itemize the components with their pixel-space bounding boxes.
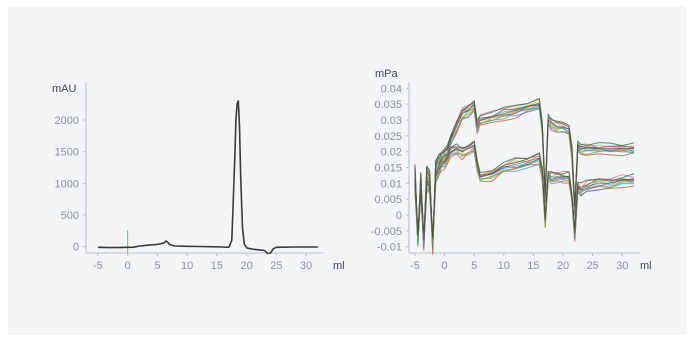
- y-tick-label: 0.04: [381, 83, 402, 95]
- y-tick-label: 0.015: [374, 163, 402, 175]
- viscosity-run-line: [414, 103, 635, 251]
- viscosity-run-line: [414, 104, 635, 247]
- y-tick-label: 0.025: [374, 131, 402, 143]
- x-axis-unit: ml: [333, 260, 345, 272]
- x-tick-label: 10: [498, 260, 510, 272]
- x-tick-label: 30: [616, 260, 628, 272]
- x-tick-label: -5: [93, 260, 103, 272]
- y-tick-label: 500: [61, 210, 79, 222]
- viscosity-series-line: [414, 144, 635, 241]
- x-tick-label: 25: [586, 260, 598, 272]
- y-tick-label: 2000: [55, 115, 79, 127]
- y-tick-label: -0.005: [371, 226, 402, 238]
- y-tick-label: 0: [396, 210, 402, 222]
- viscosity-run-line: [414, 101, 635, 245]
- y-tick-label: -0.01: [377, 242, 402, 254]
- y-tick-label: 0: [73, 242, 79, 254]
- x-tick-label: 5: [154, 260, 160, 272]
- y-axis-unit: mAU: [52, 83, 77, 95]
- x-tick-label: 20: [557, 260, 569, 272]
- viscosity-series-line: [414, 103, 635, 247]
- x-tick-label: -5: [410, 260, 420, 272]
- y-tick-label: 0.005: [374, 194, 402, 206]
- x-tick-label: 0: [441, 260, 447, 272]
- viscosity-run-line: [414, 98, 635, 245]
- x-tick-label: 10: [181, 260, 193, 272]
- viscosity-run-line: [414, 98, 635, 245]
- x-tick-label: 5: [471, 260, 477, 272]
- x-tick-label: 0: [125, 260, 131, 272]
- viscosity-run-line: [414, 107, 635, 250]
- viscosity-run-line: [414, 102, 635, 250]
- y-tick-label: 0.01: [381, 178, 402, 190]
- y-tick-label: 0.03: [381, 115, 402, 127]
- x-tick-label: 15: [211, 260, 223, 272]
- x-tick-label: 25: [270, 260, 282, 272]
- y-tick-label: 0.02: [381, 147, 402, 159]
- y-tick-label: 1500: [55, 147, 79, 159]
- y-tick-label: 0.035: [374, 99, 402, 111]
- y-tick-label: 1000: [55, 178, 79, 190]
- y-axis-unit: mPa: [375, 68, 399, 80]
- x-tick-label: 15: [527, 260, 539, 272]
- x-tick-label: 20: [241, 260, 253, 272]
- x-axis-unit: ml: [640, 260, 652, 272]
- absorbance-series-line: [97, 100, 318, 255]
- viscosity-run-line: [414, 100, 635, 247]
- x-tick-label: 30: [300, 260, 312, 272]
